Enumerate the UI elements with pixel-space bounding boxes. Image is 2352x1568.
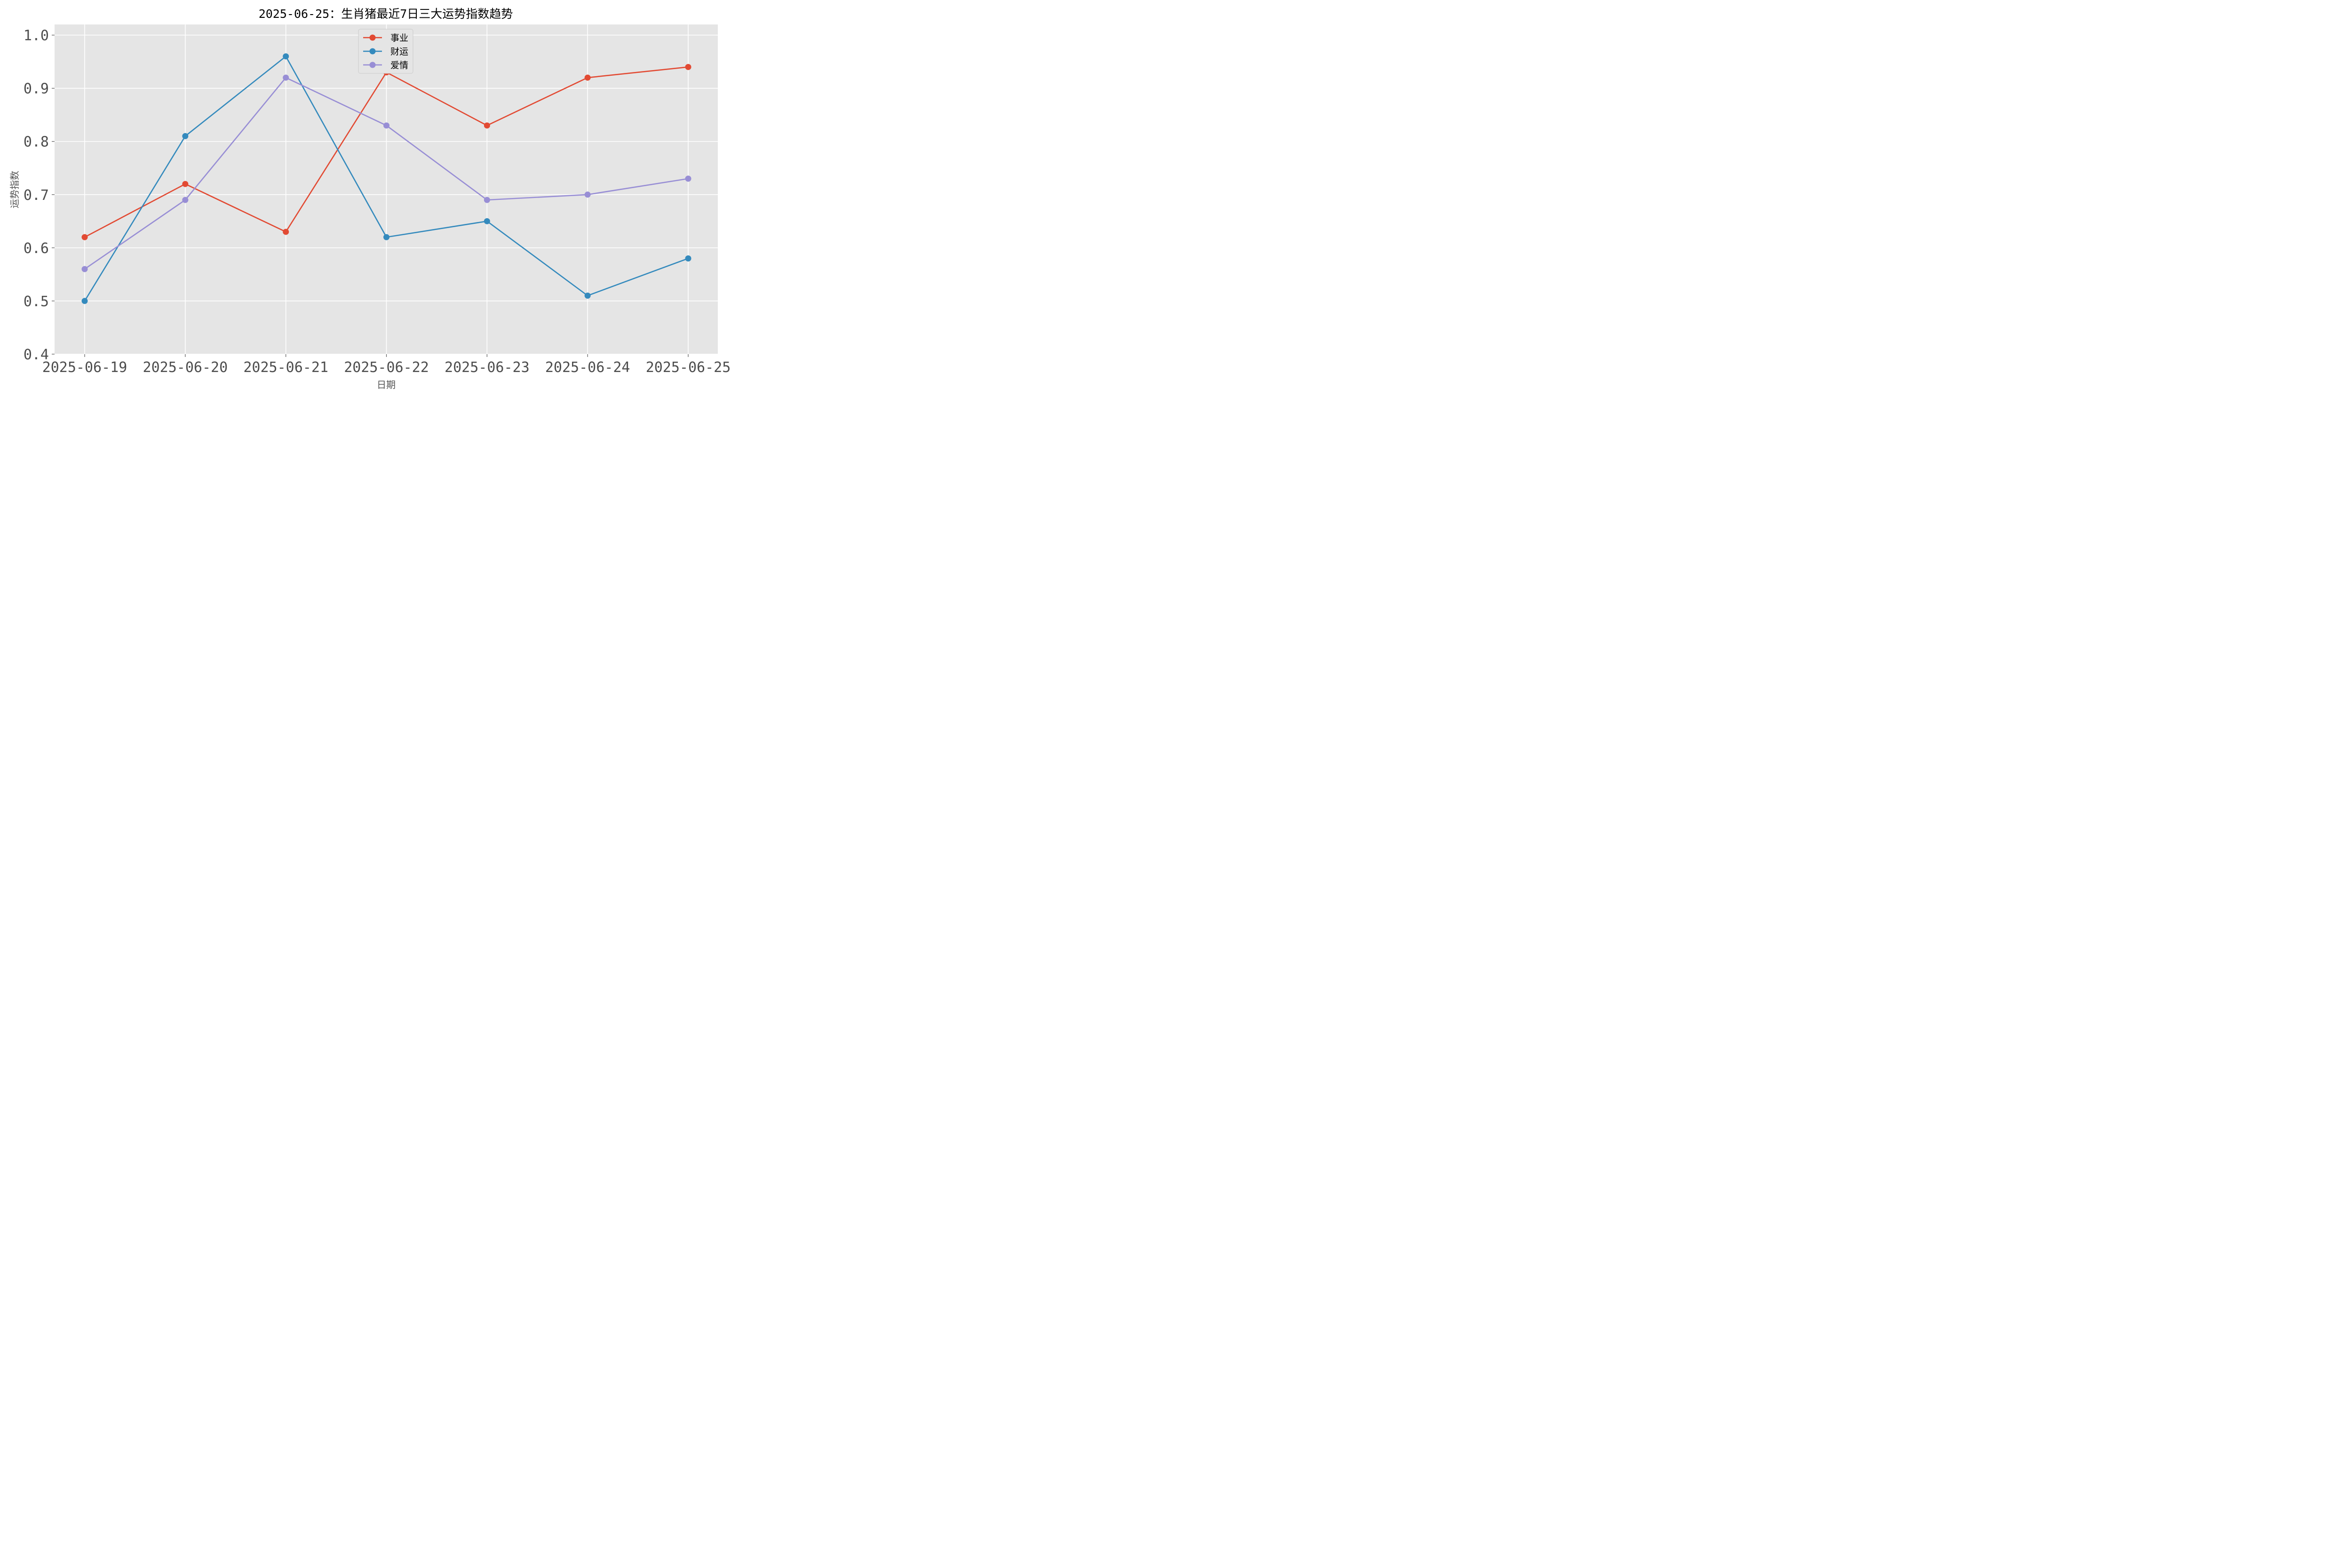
y-tick-label: 1.0 — [24, 28, 49, 44]
legend-label: 事业 — [390, 33, 408, 43]
legend-label: 爱情 — [390, 60, 408, 71]
x-tick-label: 2025-06-25 — [646, 359, 731, 376]
x-tick-label: 2025-06-19 — [42, 359, 127, 376]
y-axis-ticks: 0.4 0.5 0.6 0.7 0.8 0.9 1.0 — [24, 28, 55, 363]
data-point — [685, 175, 691, 182]
data-point — [484, 122, 490, 129]
data-point — [182, 133, 189, 139]
legend-marker — [369, 62, 376, 68]
y-tick-label: 0.8 — [24, 134, 49, 150]
chart-title: 2025-06-25：生肖猪最近7日三大运势指数趋势 — [259, 7, 513, 21]
x-tick-label: 2025-06-23 — [445, 359, 530, 376]
y-tick-label: 0.7 — [24, 187, 49, 204]
data-point — [685, 255, 691, 261]
data-point — [584, 191, 591, 198]
legend-marker — [369, 48, 376, 55]
x-tick-label: 2025-06-22 — [344, 359, 429, 376]
data-point — [283, 53, 289, 60]
data-point — [584, 74, 591, 81]
y-axis-label: 运势指数 — [9, 171, 20, 208]
legend-marker — [369, 34, 376, 41]
data-point — [584, 293, 591, 299]
x-tick-label: 2025-06-20 — [143, 359, 228, 376]
x-tick-label: 2025-06-24 — [545, 359, 630, 376]
x-axis-ticks: 2025-06-19 2025-06-20 2025-06-21 2025-06-22… — [42, 354, 731, 376]
data-point — [81, 266, 88, 272]
line-chart: 2025-06-19 2025-06-20 2025-06-21 2025-06-22… — [9, 7, 731, 390]
data-point — [484, 218, 490, 224]
data-point — [383, 234, 389, 240]
x-tick-label: 2025-06-21 — [243, 359, 328, 376]
data-point — [383, 122, 389, 129]
data-point — [81, 234, 88, 240]
x-axis-label: 日期 — [377, 379, 396, 390]
data-point — [182, 181, 189, 187]
y-tick-label: 0.4 — [24, 347, 49, 363]
y-tick-label: 0.6 — [24, 240, 49, 257]
data-point — [283, 229, 289, 235]
y-tick-label: 0.9 — [24, 81, 49, 97]
y-tick-label: 0.5 — [24, 293, 49, 310]
data-point — [182, 197, 189, 203]
data-point — [484, 197, 490, 203]
legend-label: 财运 — [390, 47, 408, 57]
data-point — [283, 74, 289, 81]
data-point — [685, 63, 691, 70]
data-point — [81, 298, 88, 304]
